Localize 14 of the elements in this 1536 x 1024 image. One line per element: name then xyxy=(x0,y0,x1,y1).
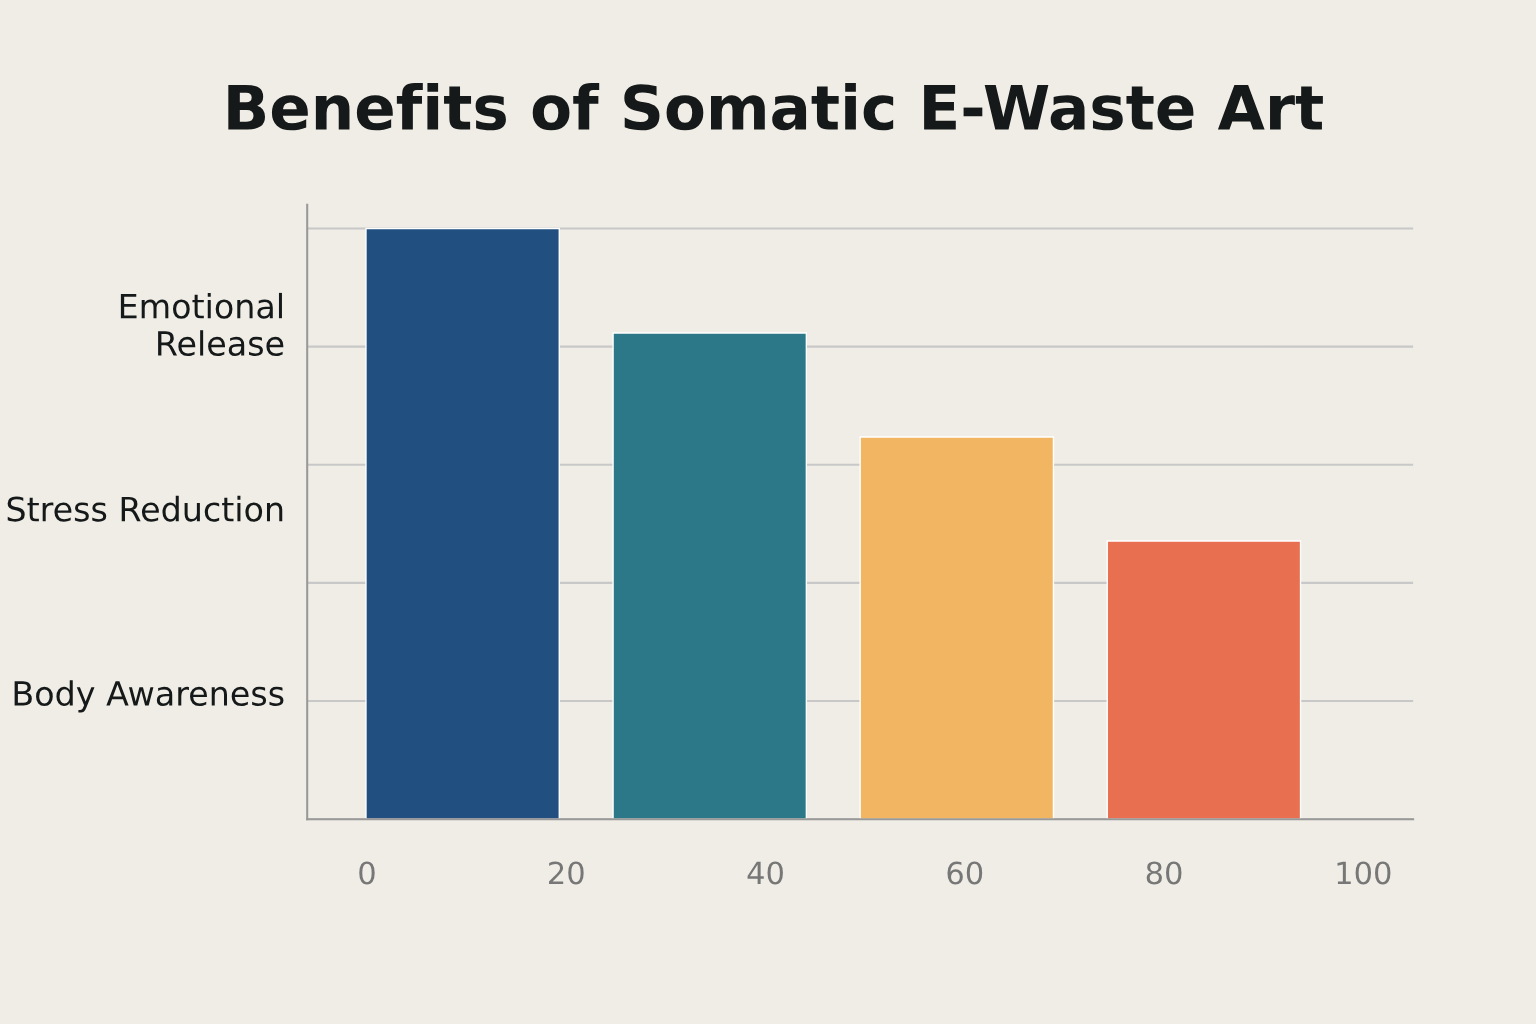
text: Stress Reduction xyxy=(7,495,283,522)
bar xyxy=(1106,540,1302,820)
x-tick-label: 100 xyxy=(1337,861,1391,885)
text: Emotional Release xyxy=(120,292,284,357)
bar xyxy=(612,332,808,820)
x-tick-label: 60 xyxy=(947,861,983,885)
bar xyxy=(365,227,560,820)
x-tick-label: 40 xyxy=(747,861,783,885)
x-tick-label: 80 xyxy=(1146,861,1182,885)
text: Body Awareness xyxy=(14,680,284,713)
x-tick-label: 20 xyxy=(549,861,584,885)
bar xyxy=(859,436,1055,820)
chart-title: Benefits of Somatic E-Waste Art xyxy=(228,83,1323,131)
x-tick-label: 0 xyxy=(359,861,375,885)
